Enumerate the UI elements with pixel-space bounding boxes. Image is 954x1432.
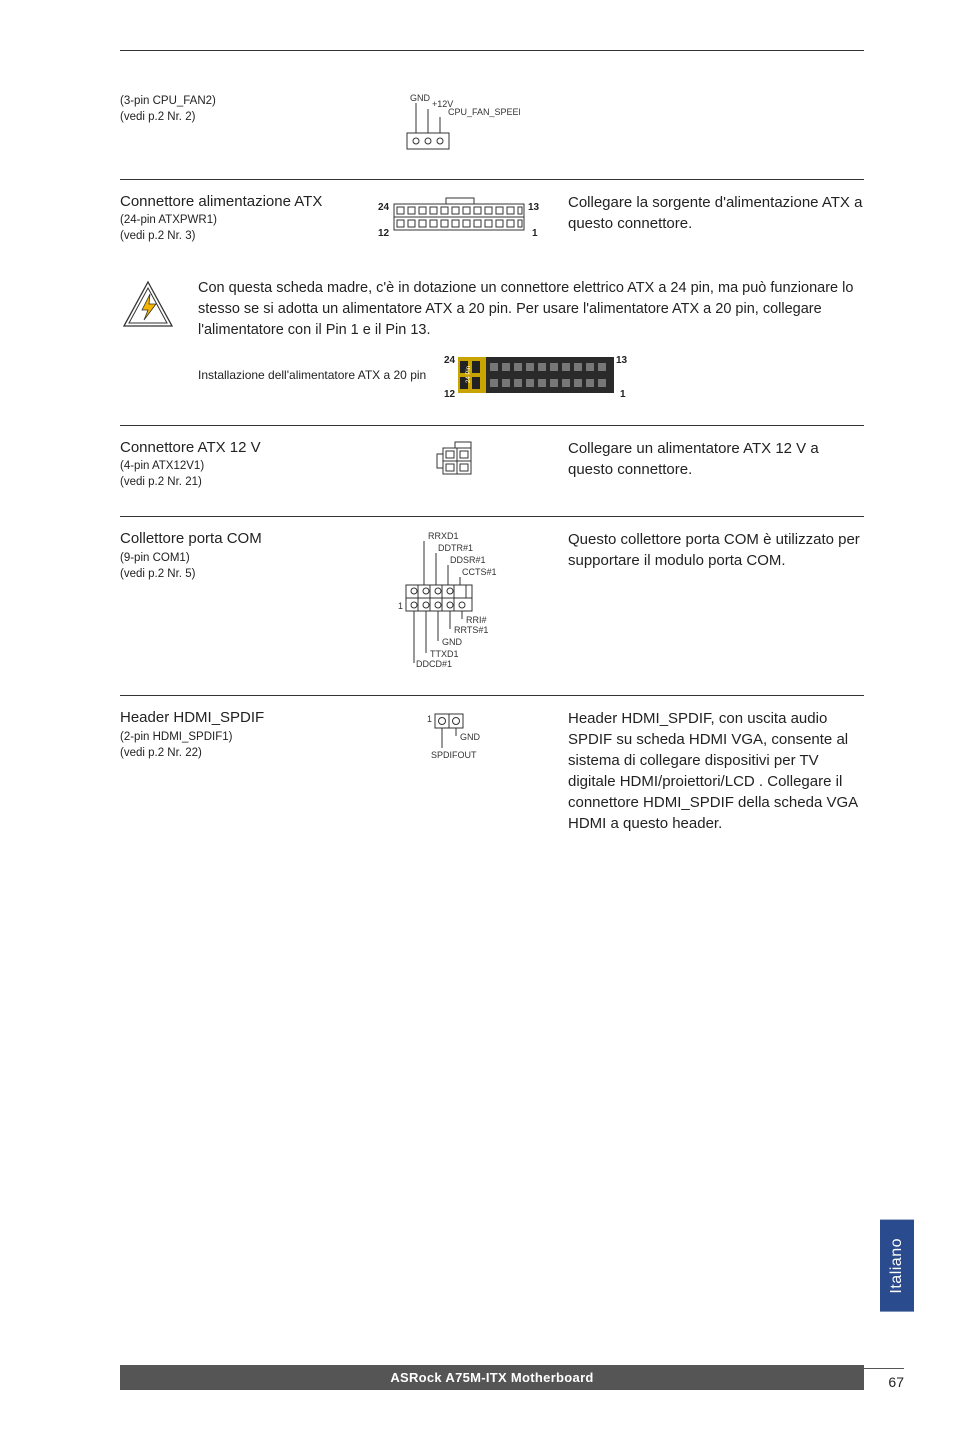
atx24-row: Connettore alimentazione ATX (24-pin ATX… [120, 186, 864, 264]
atx-note: Con questa scheda madre, c'è in dotazion… [120, 278, 864, 401]
com-ref: (vedi p.2 Nr. 5) [120, 566, 342, 582]
svg-text:24: 24 [444, 355, 456, 366]
spdif-conn: (2-pin HDMI_SPDIF1) [120, 729, 342, 745]
svg-text:DDTR#1: DDTR#1 [438, 543, 473, 553]
spdif-ref: (vedi p.2 Nr. 22) [120, 745, 342, 761]
svg-text:12: 12 [444, 389, 456, 400]
spdif-desc: Header HDMI_SPDIF, con uscita audio SPDI… [568, 708, 864, 834]
atx12v-conn: (4-pin ATX12V1) [120, 458, 342, 474]
svg-text:1: 1 [398, 601, 403, 611]
com-diagram: RRXD1 DDTR#1 DDSR#1 CCTS#1 1 [350, 529, 560, 669]
atx24-diagram: 24 13 12 1 [350, 192, 560, 246]
svg-text:GND: GND [460, 732, 481, 742]
svg-text:CPU_FAN_SPEED: CPU_FAN_SPEED [448, 107, 520, 117]
atx12v-desc: Collegare un alimentatore ATX 12 V a que… [568, 438, 864, 480]
lightning-icon [120, 278, 180, 340]
com-conn: (9-pin COM1) [120, 550, 342, 566]
atx12v-row: Connettore ATX 12 V (4-pin ATX12V1) (ved… [120, 432, 864, 508]
svg-text:CCTS#1: CCTS#1 [462, 567, 497, 577]
page-number: 67 [888, 1374, 904, 1390]
svg-text:DDCD#1: DDCD#1 [416, 659, 452, 669]
svg-text:GND: GND [442, 637, 463, 647]
cpu-fan-ref: (vedi p.2 Nr. 2) [120, 109, 342, 125]
footer-bar: ASRock A75M-ITX Motherboard [120, 1365, 864, 1390]
atx24-conn: (24-pin ATXPWR1) [120, 212, 342, 228]
atx12v-ref: (vedi p.2 Nr. 21) [120, 474, 342, 490]
spdif-title: Header HDMI_SPDIF [120, 708, 342, 728]
page-num-rule [844, 1368, 904, 1369]
atx24-title: Connettore alimentazione ATX [120, 192, 342, 212]
atx-note-body: Con questa scheda madre, c'è in dotazion… [198, 280, 853, 338]
svg-text:12: 12 [378, 228, 390, 239]
atx24-ref: (vedi p.2 Nr. 3) [120, 228, 342, 244]
svg-text:1: 1 [532, 228, 538, 239]
svg-text:RRXD1: RRXD1 [428, 531, 459, 541]
atx12v-title: Connettore ATX 12 V [120, 438, 342, 458]
svg-text:RRI#: RRI# [466, 615, 487, 625]
svg-text:13: 13 [528, 202, 540, 213]
svg-text:24 Pin: 24 Pin [466, 366, 472, 383]
svg-text:DDSR#1: DDSR#1 [450, 555, 486, 565]
svg-text:RRTS#1: RRTS#1 [454, 625, 488, 635]
svg-text:TTXD1: TTXD1 [430, 649, 459, 659]
spdif-diagram: 1 GND SPDIFOUT [350, 708, 560, 764]
spdif-row: Header HDMI_SPDIF (2-pin HDMI_SPDIF1) (v… [120, 702, 864, 852]
atx24-desc: Collegare la sorgente d'alimentazione AT… [568, 192, 864, 234]
svg-text:13: 13 [616, 355, 628, 366]
cpu-fan-conn: (3-pin CPU_FAN2) [120, 93, 342, 109]
svg-text:1: 1 [427, 714, 432, 724]
atx12v-diagram [350, 438, 560, 482]
svg-text:GND: GND [410, 93, 431, 103]
svg-text:24: 24 [378, 202, 390, 213]
language-tab: Italiano [880, 1220, 914, 1312]
cpu-fan-row: (3-pin CPU_FAN2) (vedi p.2 Nr. 2) GND +1… [120, 87, 864, 171]
svg-text:1: 1 [620, 389, 626, 400]
atx-note-sublabel: Installazione dell'alimentatore ATX a 20… [198, 367, 426, 384]
com-desc: Questo collettore porta COM è utilizzato… [568, 529, 864, 571]
svg-text:SPDIFOUT: SPDIFOUT [431, 750, 477, 760]
com-title: Collettore porta COM [120, 529, 342, 549]
atx-20pin-photo: 24 13 12 1 24 Pin [440, 351, 630, 401]
cpu-fan-diagram: GND +12V CPU_FAN_SPEED [350, 93, 560, 153]
com-row: Collettore porta COM (9-pin COM1) (vedi … [120, 523, 864, 687]
